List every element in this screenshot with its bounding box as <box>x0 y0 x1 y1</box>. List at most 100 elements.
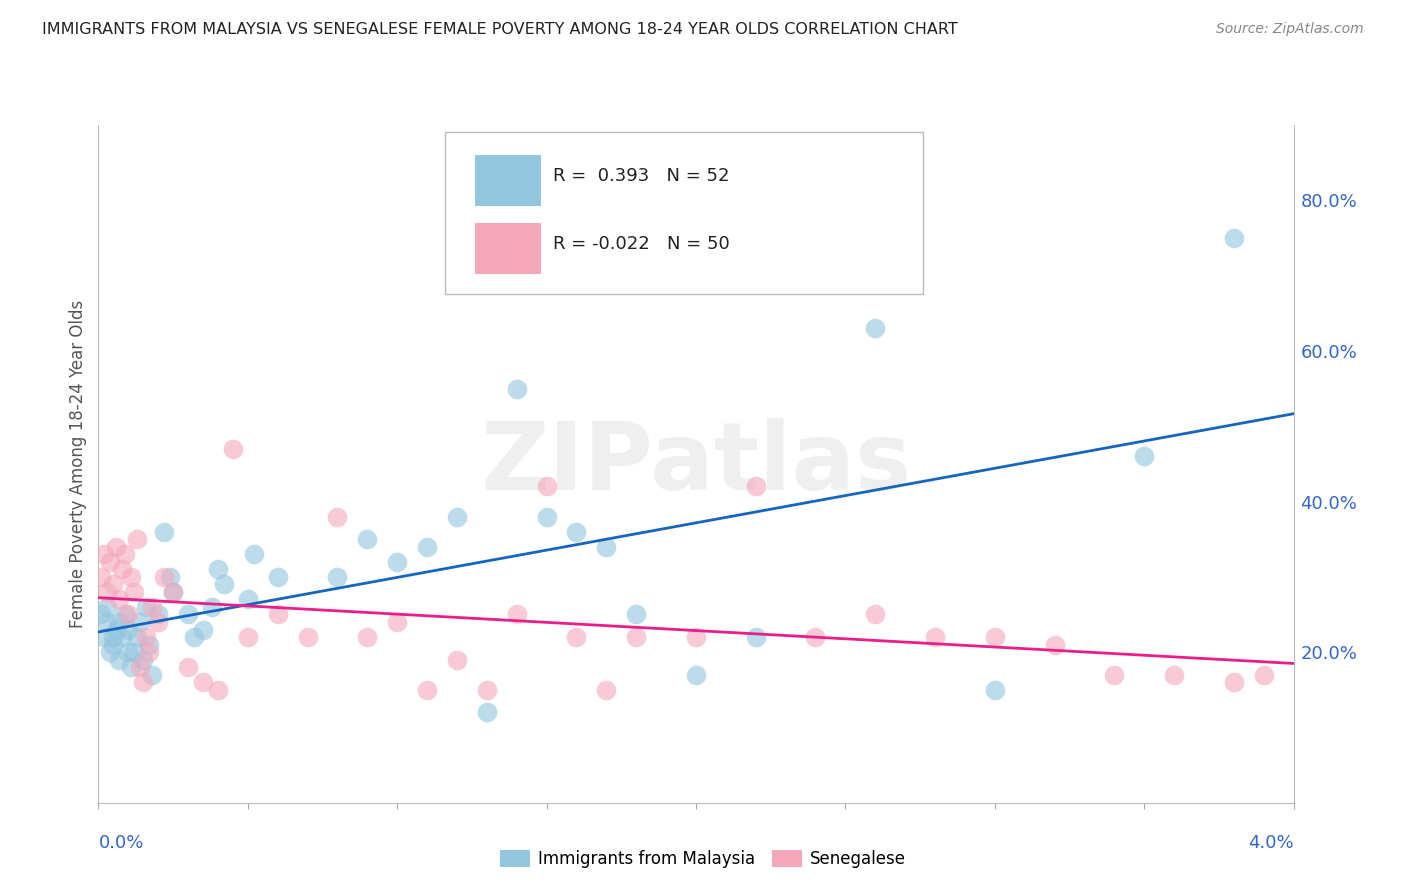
Point <box>385 615 409 629</box>
Point <box>506 607 529 622</box>
Point <box>326 509 349 524</box>
Point <box>222 442 245 456</box>
Point <box>1133 450 1156 464</box>
Point <box>141 667 163 681</box>
Point <box>98 555 122 569</box>
Point <box>267 607 290 622</box>
Point <box>1222 231 1246 245</box>
FancyBboxPatch shape <box>475 155 540 206</box>
Point <box>595 540 617 554</box>
Point <box>1163 667 1185 681</box>
Point <box>191 675 214 690</box>
Point <box>236 630 259 644</box>
Point <box>153 524 176 539</box>
Point <box>162 585 184 599</box>
Point <box>183 630 205 644</box>
Point <box>114 547 136 561</box>
Point <box>93 547 115 561</box>
Text: Source: ZipAtlas.com: Source: ZipAtlas.com <box>1216 22 1364 37</box>
Point <box>924 630 946 644</box>
Point <box>96 599 118 614</box>
Point <box>138 638 160 652</box>
Point <box>135 630 157 644</box>
Point <box>212 577 235 591</box>
Point <box>506 382 529 396</box>
Point <box>267 570 290 584</box>
Point <box>108 615 131 629</box>
Point <box>105 623 128 637</box>
Point <box>120 570 142 584</box>
Point <box>201 599 224 614</box>
Point <box>96 615 118 629</box>
Point <box>356 630 378 644</box>
Point <box>863 321 886 335</box>
Point <box>103 577 125 591</box>
Point <box>162 585 184 599</box>
Point <box>983 630 1005 644</box>
Point <box>745 479 768 493</box>
Point <box>105 540 128 554</box>
Point <box>745 630 768 644</box>
Point <box>446 509 468 524</box>
Point <box>129 615 152 629</box>
Point <box>127 630 149 644</box>
Point <box>1043 638 1066 652</box>
Text: R =  0.393   N = 52: R = 0.393 N = 52 <box>553 167 730 185</box>
Text: IMMIGRANTS FROM MALAYSIA VS SENEGALESE FEMALE POVERTY AMONG 18-24 YEAR OLDS CORR: IMMIGRANTS FROM MALAYSIA VS SENEGALESE F… <box>42 22 957 37</box>
FancyBboxPatch shape <box>444 132 922 294</box>
Point <box>565 524 588 539</box>
Point <box>114 607 136 622</box>
Point <box>108 653 131 667</box>
Point <box>326 570 349 584</box>
Point <box>103 630 125 644</box>
Point <box>177 660 200 674</box>
Point <box>207 682 229 697</box>
Point <box>416 540 439 554</box>
Point <box>177 607 200 622</box>
Point <box>124 585 146 599</box>
Point <box>863 607 886 622</box>
Point <box>243 547 266 561</box>
Point <box>446 653 468 667</box>
Point <box>117 645 139 659</box>
Point <box>685 667 707 681</box>
Point <box>475 706 498 720</box>
Point <box>1102 667 1125 681</box>
Point <box>111 562 134 576</box>
Text: 4.0%: 4.0% <box>1249 834 1294 852</box>
Point <box>93 630 115 644</box>
Y-axis label: Female Poverty Among 18-24 Year Olds: Female Poverty Among 18-24 Year Olds <box>69 300 87 628</box>
Point <box>132 653 155 667</box>
Point <box>1253 667 1275 681</box>
Text: R = -0.022   N = 50: R = -0.022 N = 50 <box>553 235 730 252</box>
Point <box>108 592 131 607</box>
Point <box>191 623 214 637</box>
Point <box>153 570 176 584</box>
Text: 0.0%: 0.0% <box>98 834 143 852</box>
Point <box>565 630 588 644</box>
Point <box>236 592 259 607</box>
Legend: Immigrants from Malaysia, Senegalese: Immigrants from Malaysia, Senegalese <box>494 843 912 875</box>
Point <box>117 607 139 622</box>
Point <box>96 585 118 599</box>
Point <box>103 638 125 652</box>
Point <box>685 630 707 644</box>
Point <box>141 599 163 614</box>
Point <box>148 615 170 629</box>
Point <box>804 630 827 644</box>
Point <box>90 570 112 584</box>
Point <box>117 623 139 637</box>
Point <box>120 660 142 674</box>
Point <box>983 682 1005 697</box>
Point <box>127 532 149 546</box>
Point <box>207 562 229 576</box>
Point <box>297 630 319 644</box>
Point <box>98 645 122 659</box>
Point <box>624 607 647 622</box>
Point <box>129 660 152 674</box>
Point <box>148 607 170 622</box>
Point <box>536 479 558 493</box>
Point <box>536 509 558 524</box>
Point <box>111 630 134 644</box>
Point <box>624 630 647 644</box>
